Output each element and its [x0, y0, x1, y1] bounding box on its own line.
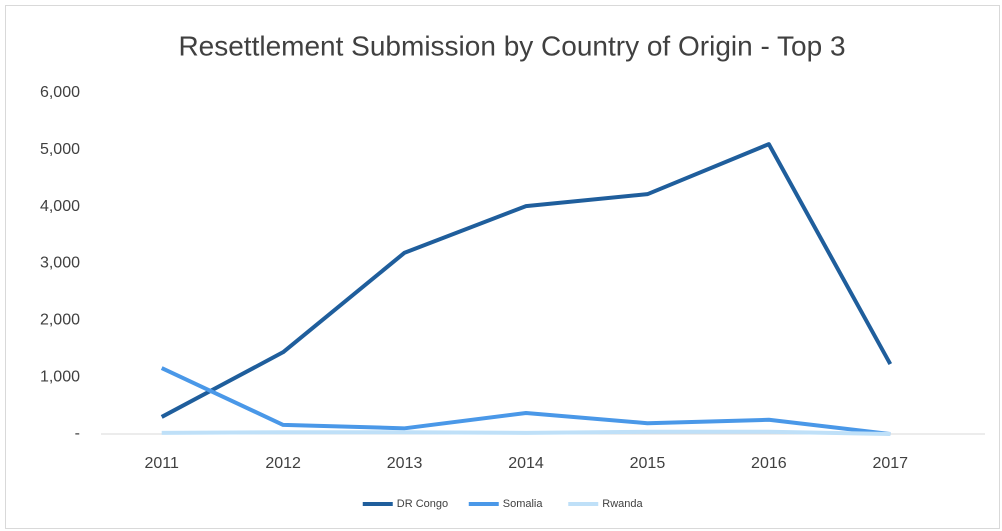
series-line [161, 429, 891, 436]
legend-label: Somalia [503, 498, 544, 510]
y-tick-label: 4,000 [40, 198, 80, 215]
x-tick-label: 2017 [872, 455, 908, 472]
x-tick-label: 2012 [265, 455, 301, 472]
legend-label: Rwanda [602, 498, 643, 510]
y-tick-label: 5,000 [40, 141, 80, 158]
x-tick-label: 2016 [751, 455, 787, 472]
x-tick-label: 2011 [145, 455, 180, 472]
chart-title: Resettlement Submission by Country of Or… [178, 30, 845, 61]
y-tick-label: - [75, 425, 80, 442]
chart-frame [5, 5, 1000, 529]
series-line [160, 366, 891, 436]
y-tick-label: 2,000 [40, 312, 80, 329]
series-line [160, 142, 893, 419]
legend-label: DR Congo [397, 498, 448, 510]
x-tick-label: 2015 [630, 455, 666, 472]
y-tick-label: 1,000 [40, 368, 80, 385]
x-tick-label: 2013 [387, 455, 423, 472]
x-tick-label: 2014 [508, 455, 544, 472]
y-tick-label: 6,000 [40, 84, 80, 101]
y-tick-label: 3,000 [40, 255, 80, 272]
